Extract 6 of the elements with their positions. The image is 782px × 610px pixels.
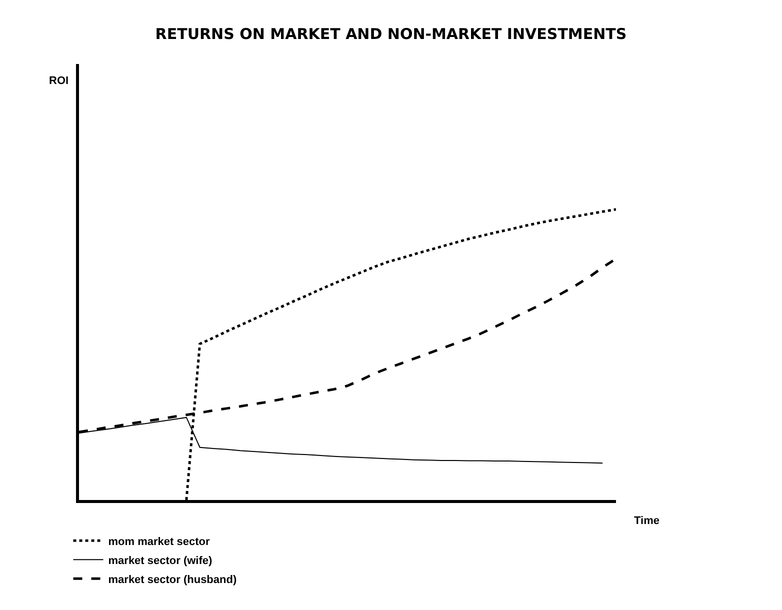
legend-label: market sector (husband) — [108, 574, 237, 586]
x-axis-title: Time — [634, 515, 660, 527]
chart-title: RETURNS ON MARKET AND NON-MARKET INVESTMENTS — [155, 24, 627, 43]
text: ROI — [49, 75, 69, 87]
legend-label: market sector (wife) — [108, 554, 213, 567]
legend-label: mom market sector — [108, 536, 210, 548]
